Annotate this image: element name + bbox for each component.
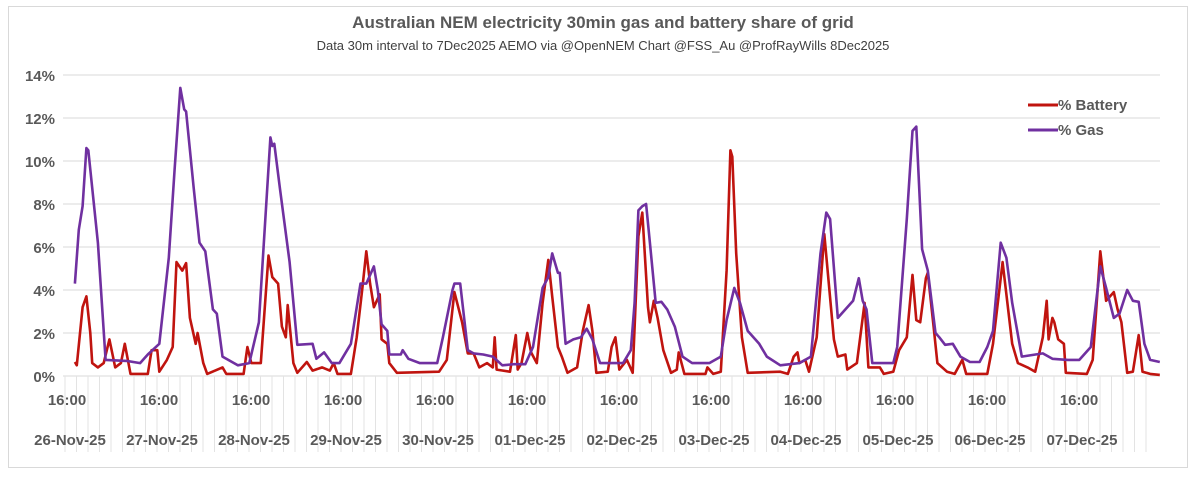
x-tick-time-label: 16:00 [140,392,178,409]
x-axis: 16:00 26-Nov-25 16:00 27-Nov-25 16:00 28-Nov-… [34,392,1117,449]
y-tick-label: 4% [33,283,55,300]
y-axis: 0% 2% 4% 6% 8% 10% 12% 14% [25,68,55,386]
chart-title: Australian NEM electricity 30min gas and… [352,13,854,32]
y-tick-label: 6% [33,240,55,257]
x-tick-date-label: 30-Nov-25 [402,432,474,449]
x-tick-date-label: 07-Dec-25 [1047,432,1118,449]
x-tick-date-label: 05-Dec-25 [863,432,934,449]
series-line-gas [73,86,1161,367]
x-tick-time-label: 16:00 [692,392,730,409]
series-lines [73,86,1161,377]
y-tick-label: 2% [33,326,55,343]
x-tick-time-label: 16:00 [324,392,362,409]
x-tick-date-label: 06-Dec-25 [955,432,1026,449]
x-tick-date-label: 28-Nov-25 [218,432,290,449]
x-tick-date-label: 02-Dec-25 [587,432,658,449]
x-tick-time-label: 16:00 [416,392,454,409]
x-tick-date-label: 04-Dec-25 [771,432,842,449]
x-tick-time-label: 16:00 [508,392,546,409]
x-tick-time-label: 16:00 [784,392,822,409]
x-tick-date-label: 29-Nov-25 [310,432,382,449]
x-tick-time-label: 16:00 [232,392,270,409]
series-line-battery [73,149,1160,377]
x-tick-time-label: 16:00 [968,392,1006,409]
y-tick-label: 8% [33,197,55,214]
x-tick-date-label: 26-Nov-25 [34,432,106,449]
y-tick-label: 14% [25,68,55,85]
legend: % Battery % Gas [1028,97,1128,139]
x-tick-date-label: 27-Nov-25 [126,432,198,449]
x-tick-time-label: 16:00 [876,392,914,409]
legend-label-gas: % Gas [1058,122,1104,139]
y-tick-label: 10% [25,154,55,171]
legend-label-battery: % Battery [1058,97,1128,114]
x-tick-date-label: 03-Dec-25 [679,432,750,449]
gridlines [63,74,1160,377]
x-tick-date-label: 01-Dec-25 [495,432,566,449]
chart-frame [8,6,1188,468]
y-tick-label: 0% [33,369,55,386]
y-tick-label: 12% [25,111,55,128]
x-tick-time-label: 16:00 [48,392,86,409]
x-tick-time-label: 16:00 [600,392,638,409]
chart-subtitle: Data 30m interval to 7Dec2025 AEMO via @… [317,38,890,53]
x-tick-time-label: 16:00 [1060,392,1098,409]
x-minor-ticks [64,376,1147,452]
